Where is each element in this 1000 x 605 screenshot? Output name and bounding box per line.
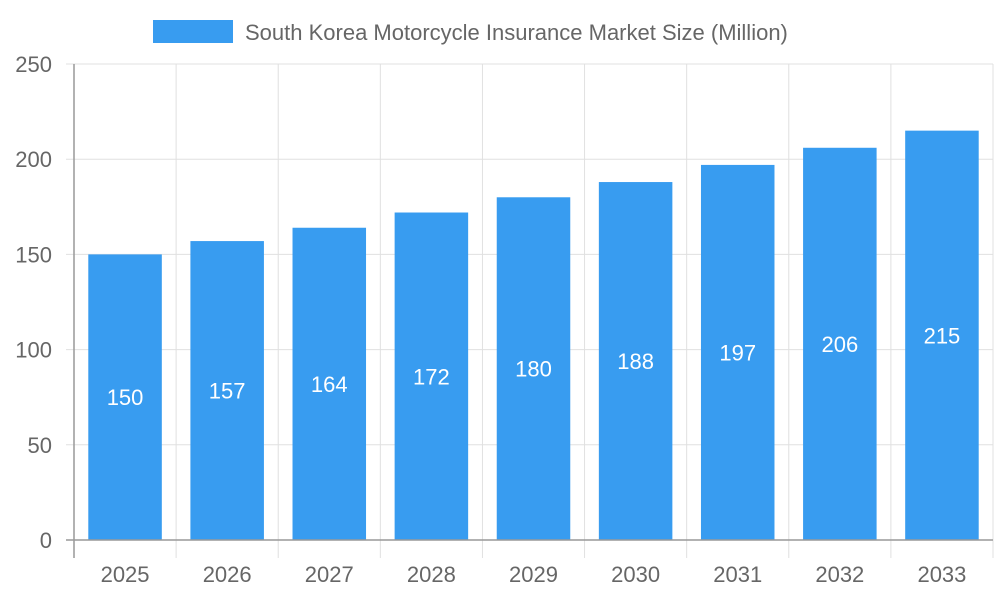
x-tick-label: 2026 bbox=[203, 562, 252, 587]
x-tick-label: 2030 bbox=[611, 562, 660, 587]
y-tick-label: 50 bbox=[28, 433, 52, 458]
data-label: 197 bbox=[719, 340, 756, 365]
x-tick-label: 2025 bbox=[101, 562, 150, 587]
bar-2025 bbox=[88, 254, 162, 540]
legend[interactable]: South Korea Motorcycle Insurance Market … bbox=[153, 20, 788, 45]
x-tick-label: 2033 bbox=[917, 562, 966, 587]
bar-2031 bbox=[700, 164, 775, 541]
grid bbox=[66, 63, 994, 558]
bar-2028 bbox=[394, 212, 469, 540]
bar-2027 bbox=[292, 227, 367, 540]
x-tick-label: 2028 bbox=[407, 562, 456, 587]
bar-2033 bbox=[905, 130, 979, 540]
bar-2029 bbox=[496, 197, 571, 540]
x-tick-label: 2029 bbox=[509, 562, 558, 587]
legend-swatch bbox=[153, 20, 233, 43]
data-label: 180 bbox=[515, 357, 552, 382]
y-tick-label: 250 bbox=[15, 52, 52, 77]
y-tick-label: 150 bbox=[15, 242, 52, 267]
data-label: 150 bbox=[107, 385, 144, 410]
bars bbox=[88, 130, 979, 541]
x-tick-label: 2031 bbox=[713, 562, 762, 587]
y-tick-label: 200 bbox=[15, 147, 52, 172]
x-tick-label: 2027 bbox=[305, 562, 354, 587]
data-label: 215 bbox=[924, 323, 961, 348]
y-tick-label: 100 bbox=[15, 338, 52, 363]
y-tick-label: 0 bbox=[40, 528, 52, 553]
data-label: 206 bbox=[821, 332, 858, 357]
legend-label: South Korea Motorcycle Insurance Market … bbox=[245, 20, 788, 45]
bar-2030 bbox=[598, 182, 673, 540]
data-label: 164 bbox=[311, 372, 348, 397]
bar-2026 bbox=[190, 241, 264, 540]
data-label: 188 bbox=[617, 349, 654, 374]
x-tick-label: 2032 bbox=[815, 562, 864, 587]
bar-2032 bbox=[803, 147, 877, 540]
axes: 0 50 100 150 200 250 2025 2026 2027 2028 2029 2030 2… bbox=[15, 52, 993, 587]
data-labels: 150 157 164 172 180 188 197 206 215 bbox=[107, 323, 961, 410]
data-label: 157 bbox=[209, 379, 246, 404]
data-label: 172 bbox=[413, 364, 450, 389]
